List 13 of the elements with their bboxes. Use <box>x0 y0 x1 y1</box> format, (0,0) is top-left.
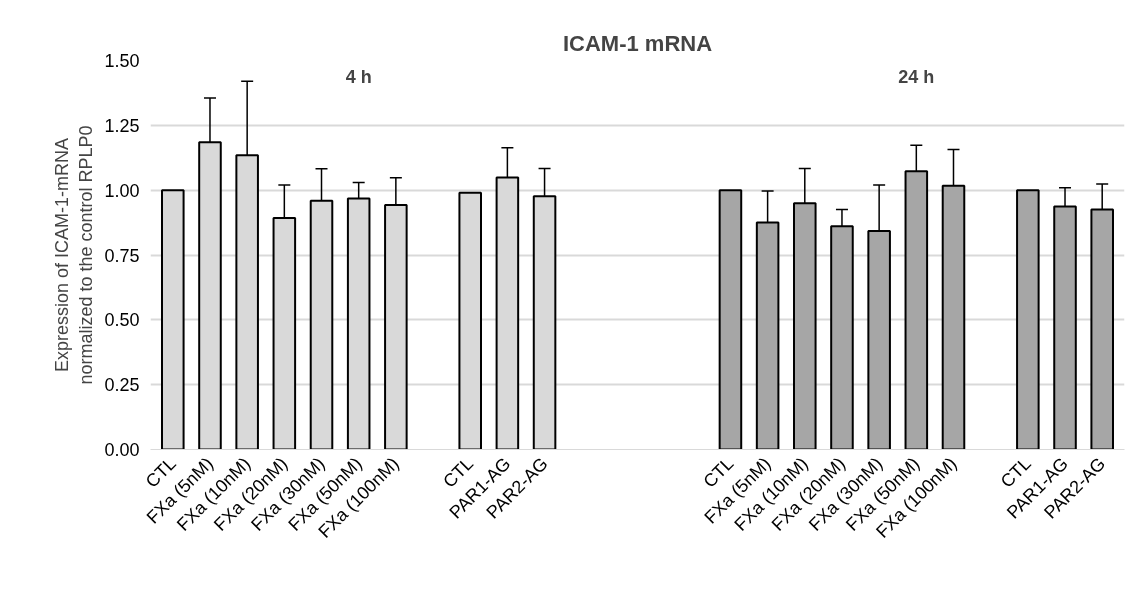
y-tick-label: 1.50 <box>104 51 140 71</box>
bar <box>1016 189 1040 450</box>
y-axis-title: Expression of ICAM-1-mRNA normalized to the control RPLP0 <box>52 125 97 385</box>
y-tick-label: 1.00 <box>104 180 140 201</box>
y-tick-label: 0.25 <box>104 375 140 396</box>
annotation: 24 h <box>898 66 935 87</box>
annotation: 4 h <box>345 66 372 87</box>
y-tick-label: 1.25 <box>104 115 140 136</box>
y-tick-label: 0.50 <box>104 310 140 331</box>
y-tick-label: 0.75 <box>104 245 140 266</box>
y-tick-label: 0.00 <box>104 440 140 460</box>
bar <box>718 189 743 450</box>
chart-title: ICAM-1 mRNA <box>562 30 713 56</box>
